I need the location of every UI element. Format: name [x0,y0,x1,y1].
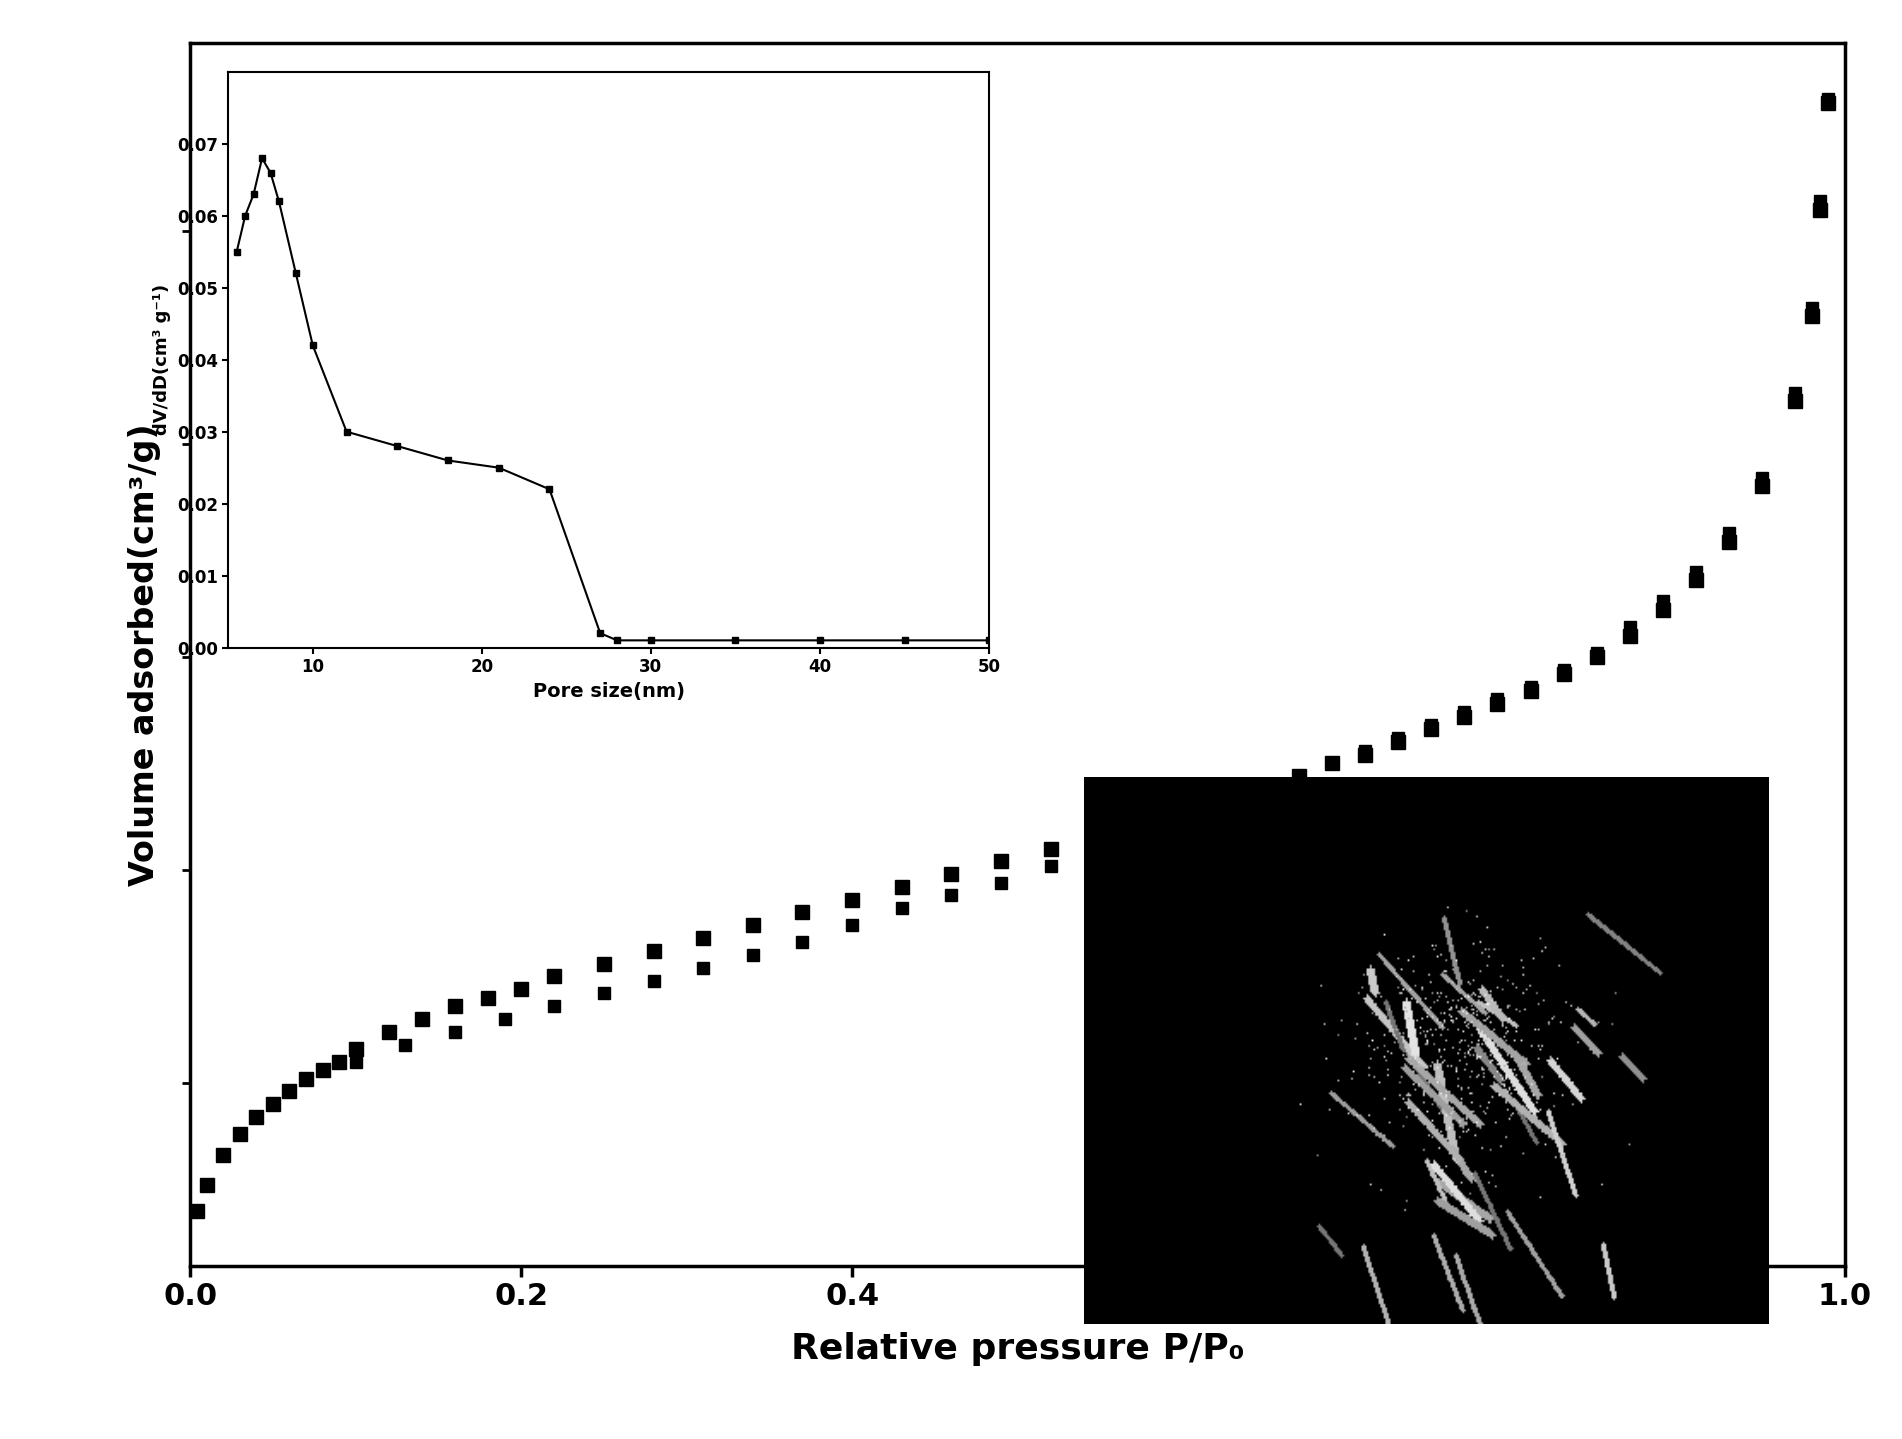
X-axis label: Relative pressure P/P₀: Relative pressure P/P₀ [791,1333,1244,1366]
Y-axis label: Volume adsorbed(cm³/g): Volume adsorbed(cm³/g) [127,423,162,886]
Y-axis label: dV/dD(cm³ g⁻¹): dV/dD(cm³ g⁻¹) [154,283,171,436]
X-axis label: Pore size(nm): Pore size(nm) [533,682,685,701]
